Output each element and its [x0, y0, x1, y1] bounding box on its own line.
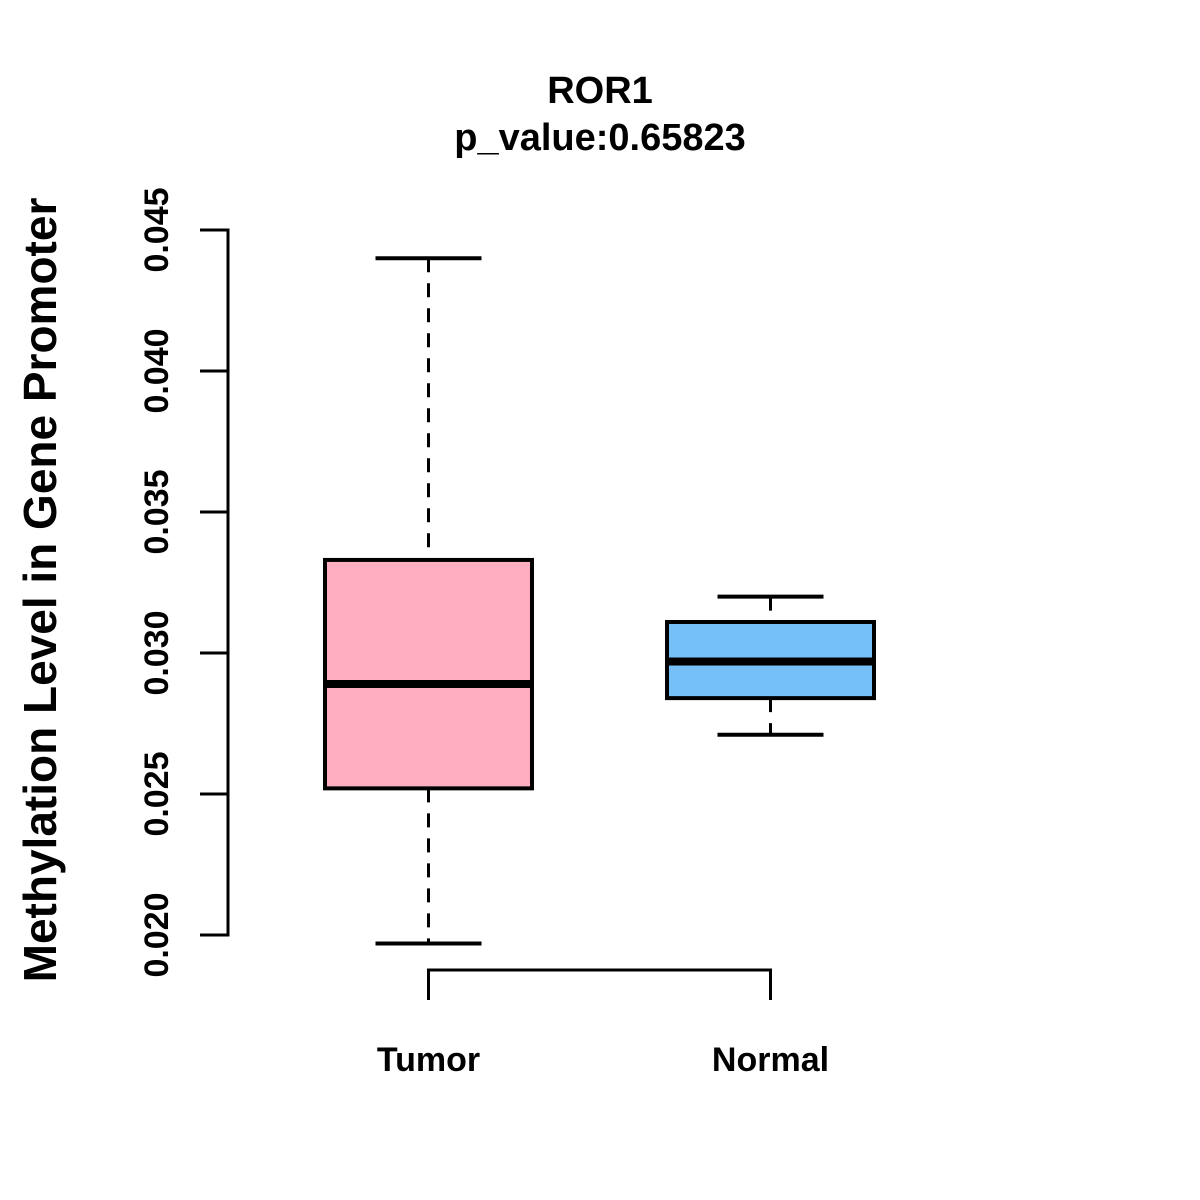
category-label-tumor: Tumor [377, 1041, 480, 1079]
y-axis-tick-label: 0.045 [138, 187, 176, 272]
y-axis-tick-label: 0.030 [138, 610, 176, 695]
tumor-iqr-box [323, 557, 534, 791]
y-axis-tick-label: 0.020 [138, 892, 176, 977]
chart-title: ROR1 [547, 70, 653, 112]
y-axis-tick-label: 0.035 [138, 469, 176, 554]
y-axis-tick-label: 0.025 [138, 751, 176, 836]
x-axis-bracket [427, 968, 772, 1000]
category-label-normal: Normal [712, 1041, 829, 1079]
chart-pvalue-subtitle: p_value:0.65823 [454, 117, 746, 159]
y-axis-tick-label: 0.040 [138, 328, 176, 413]
